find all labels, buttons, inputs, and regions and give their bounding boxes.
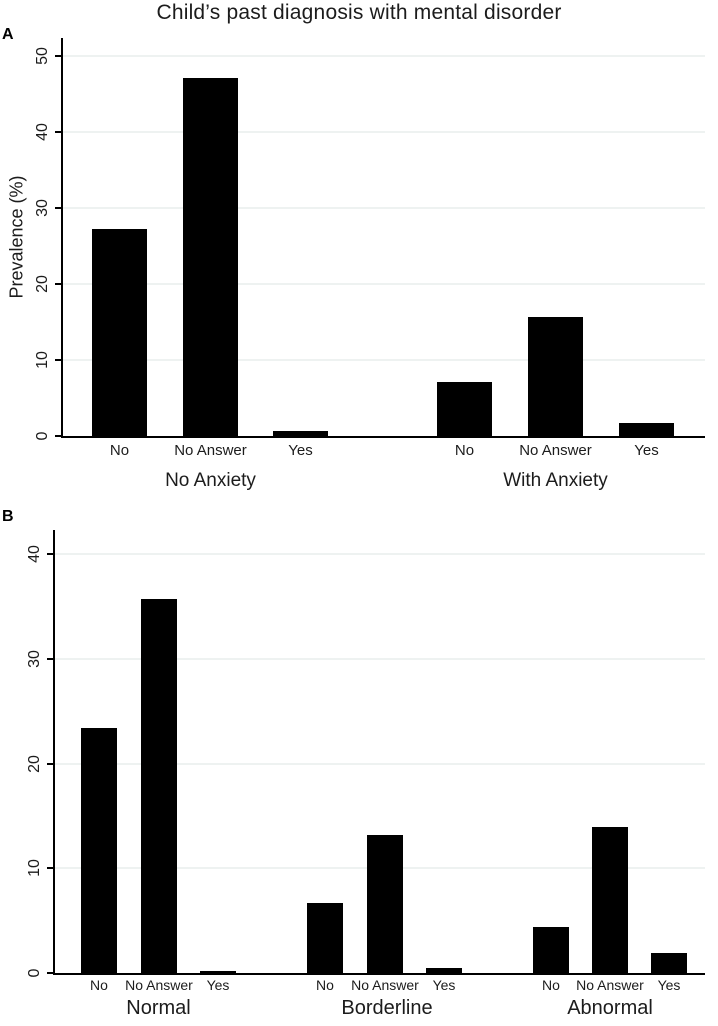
y-tick-mark xyxy=(47,657,55,660)
bar-category-label: No xyxy=(316,977,334,993)
gridline xyxy=(63,55,705,57)
bar-category-label: No xyxy=(90,977,108,993)
bar xyxy=(592,827,628,973)
group-label: Borderline xyxy=(341,997,433,1019)
chart-title: Child’s past diagnosis with mental disor… xyxy=(156,1,562,24)
y-tick-mark xyxy=(55,359,63,361)
bar-category-label: Yes xyxy=(432,977,456,993)
bar xyxy=(528,316,583,436)
y-tick-mark xyxy=(47,553,55,556)
gridline xyxy=(63,359,705,361)
bar-category-label: No xyxy=(454,442,475,459)
y-tick-label: 0 xyxy=(26,968,43,978)
y-tick-mark xyxy=(55,283,63,285)
bar xyxy=(367,834,403,973)
gridline xyxy=(63,207,705,209)
y-tick-mark xyxy=(55,435,63,437)
bar-category-label: Yes xyxy=(657,977,681,993)
bar xyxy=(81,728,117,973)
y-tick-mark xyxy=(55,55,63,57)
panel-b-label: B xyxy=(2,508,14,525)
y-axis-line xyxy=(61,38,63,438)
y-tick-mark xyxy=(55,131,63,133)
y-tick-mark xyxy=(55,207,63,209)
bar xyxy=(141,599,177,973)
bar xyxy=(651,953,687,973)
x-axis-line xyxy=(53,973,705,975)
y-tick-mark xyxy=(47,762,55,765)
bar xyxy=(92,228,147,436)
bar-category-label: No Answer xyxy=(576,977,644,993)
bar xyxy=(426,967,462,973)
bar-category-label: No xyxy=(542,977,560,993)
panel-a-label: A xyxy=(2,26,14,43)
bar xyxy=(183,78,238,436)
bar-category-label: No Answer xyxy=(519,442,592,459)
y-tick-mark xyxy=(47,867,55,870)
y-tick-label: 20 xyxy=(26,754,43,773)
x-axis-line xyxy=(61,436,705,438)
bar-category-label: No xyxy=(109,442,130,459)
gridline xyxy=(55,762,705,765)
bar-category-label: Yes xyxy=(288,442,313,459)
gridline xyxy=(55,553,705,556)
group-label: Normal xyxy=(126,997,191,1019)
group-label: Abnormal xyxy=(567,997,653,1019)
gridline xyxy=(55,657,705,660)
bar xyxy=(273,431,328,436)
bar-category-label: Yes xyxy=(634,442,659,459)
bar-category-label: Yes xyxy=(206,977,230,993)
y-tick-label: 40 xyxy=(26,545,43,564)
bar xyxy=(533,926,569,973)
bar xyxy=(200,970,236,973)
y-axis-line xyxy=(53,530,55,975)
bar-category-label: No Answer xyxy=(125,977,193,993)
group-label: No Anxiety xyxy=(165,470,256,491)
bar-category-label: No Answer xyxy=(174,442,247,459)
bar xyxy=(437,382,492,436)
y-tick-label: 30 xyxy=(26,649,43,668)
bar xyxy=(307,902,343,973)
bar-category-label: No Answer xyxy=(351,977,419,993)
gridline xyxy=(63,283,705,285)
y-tick-label: 10 xyxy=(26,859,43,878)
bar xyxy=(619,423,674,436)
gridline xyxy=(63,131,705,133)
group-label: With Anxiety xyxy=(503,470,608,491)
y-tick-mark xyxy=(47,972,55,974)
